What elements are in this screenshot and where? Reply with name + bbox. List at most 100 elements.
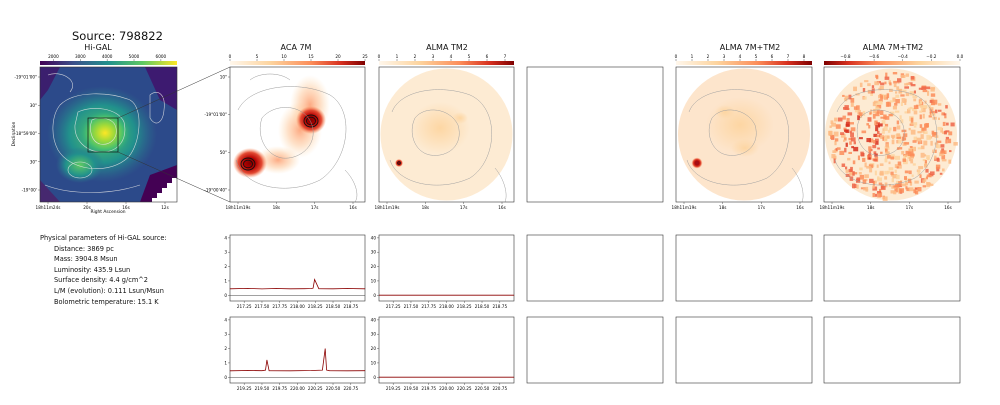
speckle-pixel bbox=[867, 83, 871, 87]
speckle-pixel bbox=[914, 187, 918, 190]
speckle-pixel bbox=[876, 104, 882, 109]
speckle-pixel bbox=[857, 115, 860, 121]
aca7m-frame bbox=[229, 66, 366, 203]
tm2-spw2-xtick-label-1: 219.50 bbox=[404, 386, 419, 391]
speckle-pixel bbox=[895, 155, 900, 160]
speckle-pixel bbox=[917, 141, 920, 145]
speckle-pixel bbox=[896, 120, 900, 125]
spectrum-aca-spw1-frame bbox=[229, 234, 366, 302]
speckle-pixel bbox=[858, 172, 862, 175]
speckle-pixel bbox=[887, 155, 891, 159]
speckle-pixel bbox=[940, 150, 946, 154]
speckle-pixel bbox=[834, 140, 837, 146]
speckle-pixel bbox=[902, 158, 906, 162]
speckle-pixel bbox=[857, 109, 861, 115]
aca-spw2-ytick-label-3: 3 bbox=[224, 332, 227, 337]
speckle-pixel bbox=[835, 124, 841, 129]
speckle-pixel bbox=[872, 114, 876, 119]
speckle-pixel bbox=[904, 111, 909, 114]
higal-xlabel: Right Ascension bbox=[90, 209, 125, 215]
combo2-xtick-label-2: 17s bbox=[906, 205, 914, 210]
speckle-pixel bbox=[950, 122, 955, 127]
speckle-pixel bbox=[834, 117, 838, 122]
speckle-pixel bbox=[938, 117, 940, 120]
speckle-pixel bbox=[844, 95, 849, 100]
speckle-pixel bbox=[850, 102, 854, 107]
speckle-pixel bbox=[848, 168, 853, 173]
speckle-pixel bbox=[862, 179, 867, 184]
speckle-pixel bbox=[868, 150, 871, 154]
speckle-pixel bbox=[908, 157, 912, 162]
speckle-pixel bbox=[919, 101, 922, 105]
aca7m-map: 18h11m19s 18s 17s 16s -19°00'40" 50" -19°01'0… bbox=[204, 66, 366, 210]
speckle-pixel bbox=[939, 152, 944, 157]
tm2-spw2-xtick-label-4: 220.25 bbox=[457, 386, 472, 391]
speckle-pixel bbox=[906, 187, 910, 192]
speckle-pixel bbox=[840, 132, 845, 135]
aca-spw2-point-5 bbox=[268, 370, 270, 371]
higal-ytick-label-0: -19°00' bbox=[22, 188, 37, 193]
speckle-pixel bbox=[890, 171, 894, 175]
combo2-xtick-label-1: 18s bbox=[867, 205, 875, 210]
speckle-pixel bbox=[889, 100, 894, 103]
speckle-pixel bbox=[894, 164, 900, 168]
speckle-pixel bbox=[869, 167, 873, 173]
speckle-pixel bbox=[898, 164, 902, 169]
tm2-colorbar-gradient bbox=[379, 61, 514, 65]
speckle-pixel bbox=[934, 155, 937, 160]
speckle-pixel bbox=[890, 156, 895, 160]
speckle-pixel bbox=[879, 85, 884, 90]
speckle-pixel bbox=[863, 188, 867, 191]
speckle-pixel bbox=[880, 151, 883, 154]
speckle-pixel bbox=[904, 170, 909, 174]
speckle-pixel bbox=[888, 80, 891, 84]
speckle-pixel bbox=[871, 88, 875, 94]
aca-spw2-xtick-label-0: 219.25 bbox=[237, 386, 252, 391]
speckle-pixel bbox=[886, 143, 889, 148]
speckle-pixel bbox=[875, 111, 880, 117]
combo-cb-label-0: 0 bbox=[675, 54, 678, 59]
higal-map: 18h11m24s 20s 16s 12s -19°00' 30" -18°59'00" 3… bbox=[11, 66, 178, 215]
speckle-pixel bbox=[872, 181, 875, 186]
speckle-pixel bbox=[932, 132, 936, 137]
higal-xtick-label-0: 18h11m24s bbox=[36, 205, 61, 210]
speckle-pixel bbox=[940, 144, 945, 148]
tm2-spw1-point-2 bbox=[446, 294, 447, 296]
param-distance: Distance: 3869 pc bbox=[54, 244, 114, 253]
speckle-pixel bbox=[884, 123, 889, 127]
speckle-pixel bbox=[939, 172, 943, 175]
tm2-spw1-xtick-label-6: 218.75 bbox=[492, 304, 507, 309]
speckle-pixel bbox=[892, 97, 896, 102]
aca-spw1-ytick-label-4: 4 bbox=[224, 235, 227, 240]
empty-panel-r1-c bbox=[823, 234, 961, 302]
tm2-spw2-point-2 bbox=[446, 376, 447, 378]
speckle-pixel bbox=[928, 115, 932, 118]
param-temperature: Bolometric temperature: 15.1 K bbox=[54, 297, 159, 306]
speckle-pixel bbox=[922, 159, 926, 162]
speckle-pixel bbox=[854, 172, 858, 175]
speckle-pixel bbox=[869, 112, 872, 115]
aca-spw2-xtick-label-6: 220.75 bbox=[343, 386, 358, 391]
speckle-pixel bbox=[899, 188, 904, 193]
speckle-pixel bbox=[888, 113, 893, 117]
speckle-pixel bbox=[849, 172, 854, 175]
higal-ytick-label-2: -18°59'00" bbox=[14, 131, 37, 136]
tm2-spw1-xtick-label-3: 218.00 bbox=[439, 304, 454, 309]
combo-cb-label-1: 1 bbox=[691, 54, 694, 59]
combo-xtick-label-2: 17s bbox=[758, 205, 766, 210]
speckle-pixel bbox=[918, 87, 923, 90]
speckle-pixel bbox=[935, 164, 941, 169]
speckle-pixel bbox=[861, 130, 867, 134]
speckle-pixel bbox=[847, 157, 851, 161]
tm2-spw2-ytick-label-1: 10 bbox=[371, 360, 377, 365]
speckle-pixel bbox=[874, 193, 878, 197]
combo-cb-label-6: 6 bbox=[771, 54, 774, 59]
speckle-pixel bbox=[948, 159, 952, 164]
speckle-pixel bbox=[844, 147, 847, 153]
speckle-pixel bbox=[850, 132, 854, 138]
aca-spw1-point-12 bbox=[364, 288, 366, 290]
speckle-pixel bbox=[878, 123, 883, 127]
aca7m-cb-label-2: 10 bbox=[281, 54, 287, 59]
speckle-pixel bbox=[934, 142, 939, 145]
speckle-pixel bbox=[887, 170, 890, 174]
